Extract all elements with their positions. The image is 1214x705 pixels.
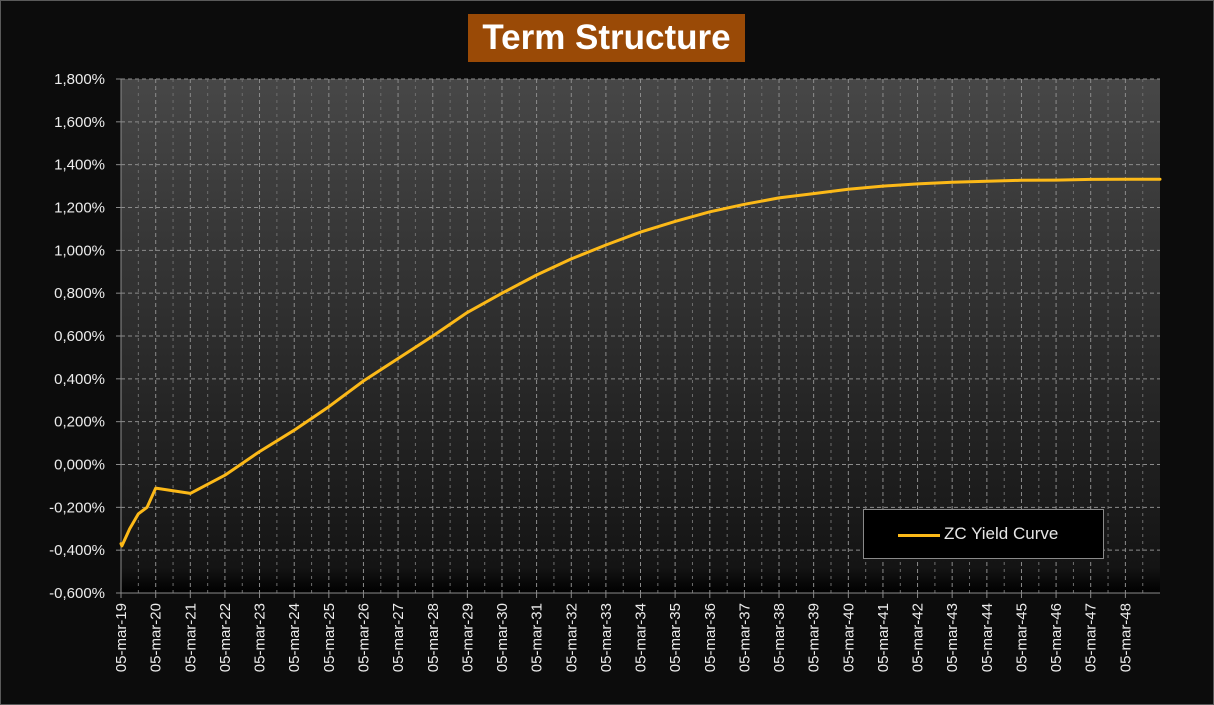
y-tick-label: 1,400% [54, 157, 105, 174]
x-tick-label: 05-mar-44 [979, 603, 996, 672]
x-axis-ticks: 05-mar-19 05-mar-20 05-mar-21 05-mar-22 05-m… [113, 593, 1134, 672]
x-tick-label: 05-mar-31 [529, 603, 546, 672]
x-tick-label: 05-mar-23 [252, 603, 269, 672]
y-tick-label: 1,800% [54, 71, 105, 88]
x-tick-label: 05-mar-32 [563, 603, 580, 672]
x-tick-label: 05-mar-42 [910, 603, 927, 672]
x-tick-label: 05-mar-36 [702, 603, 719, 672]
x-tick-label: 05-mar-37 [736, 603, 753, 672]
x-tick-label: 05-mar-39 [806, 603, 823, 672]
y-tick-label: 1,600% [54, 114, 105, 131]
y-tick-label: 1,000% [54, 242, 105, 259]
x-tick-label: 05-mar-48 [1117, 603, 1134, 672]
y-axis-ticks: -0,600% -0,400% -0,200% 0,000% 0,200% 0,400% 0… [49, 71, 121, 602]
y-tick-label: -0,200% [49, 499, 105, 516]
series-layer [119, 177, 1162, 548]
x-tick-label: 05-mar-21 [182, 603, 199, 672]
x-tick-label: 05-mar-43 [944, 603, 961, 672]
y-tick-label: 0,800% [54, 285, 105, 302]
y-tick-label: 1,200% [54, 200, 105, 217]
y-tick-label: 0,000% [54, 457, 105, 474]
x-tick-label: 05-mar-45 [1013, 603, 1030, 672]
x-tick-label: 05-mar-27 [390, 603, 407, 672]
grid-lines [120, 78, 1160, 593]
legend-label-zc-yield-curve: ZC Yield Curve [944, 524, 1059, 543]
x-tick-label: 05-mar-33 [598, 603, 615, 672]
x-tick-label: 05-mar-46 [1048, 603, 1065, 672]
y-tick-label: 0,600% [54, 328, 105, 345]
x-tick-label: 05-mar-29 [459, 603, 476, 672]
y-tick-label: -0,400% [49, 542, 105, 559]
x-tick-label: 05-mar-30 [494, 603, 511, 672]
x-tick-label: 05-mar-22 [217, 603, 234, 672]
x-tick-label: 05-mar-38 [771, 603, 788, 672]
x-tick-label: 05-mar-19 [113, 603, 130, 672]
series-line-zc-yield-curve [119, 177, 1162, 548]
chart-title: Term Structure [468, 14, 745, 62]
x-tick-label: 05-mar-24 [286, 603, 303, 672]
y-tick-label: 0,400% [54, 371, 105, 388]
x-tick-label: 05-mar-34 [633, 603, 650, 672]
x-tick-label: 05-mar-28 [425, 603, 442, 672]
x-tick-label: 05-mar-47 [1083, 603, 1100, 672]
legend-swatch [898, 534, 940, 537]
x-tick-label: 05-mar-26 [355, 603, 372, 672]
x-tick-label: 05-mar-35 [667, 603, 684, 672]
legend: ZC Yield Curve [863, 509, 1104, 559]
x-tick-label: 05-mar-41 [875, 603, 892, 672]
x-tick-label: 05-mar-40 [840, 603, 857, 672]
x-tick-label: 05-mar-20 [148, 603, 165, 672]
y-tick-label: -0,600% [49, 585, 105, 602]
x-tick-label: 05-mar-25 [321, 603, 338, 672]
y-tick-label: 0,200% [54, 414, 105, 431]
